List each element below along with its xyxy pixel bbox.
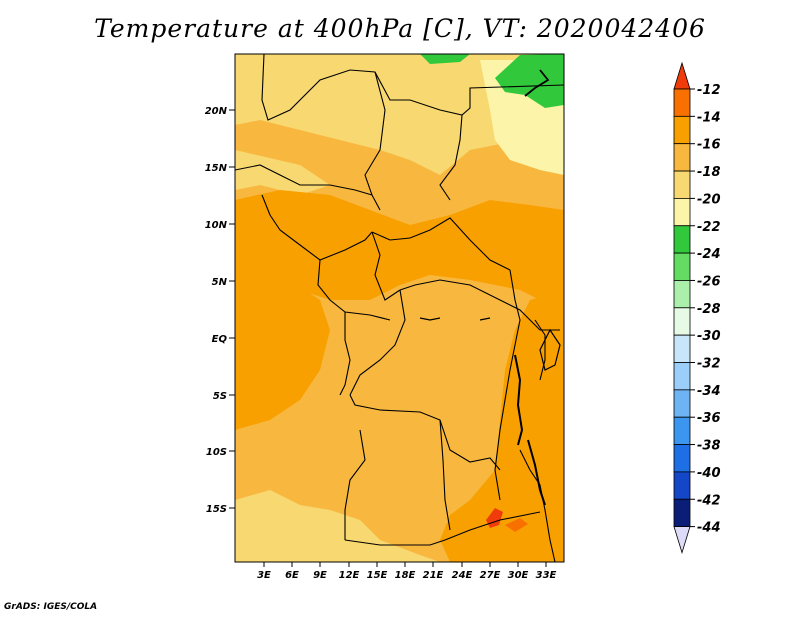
lat-label-15n: 15N <box>205 163 228 174</box>
colorbar-swatch <box>673 362 691 391</box>
colorbar-swatch <box>673 115 691 145</box>
colorbar-swatch <box>673 252 691 281</box>
colorbar-label: -20 <box>697 192 721 207</box>
lat-label-20n: 20N <box>205 106 228 117</box>
field-north-18-20 <box>235 54 564 175</box>
map-frame <box>234 53 565 563</box>
colorbar: -12 -14 -16 -18 -20 -22 -24 -26 -28 -30 -32 -34 -36 -… <box>673 61 721 554</box>
colorbar-label: -32 <box>697 357 721 372</box>
lon-label-3e: 3E <box>257 570 271 581</box>
chart-title: Temperature at 400hPa [C], VT: 202004240… <box>94 14 706 43</box>
field-red-spot-2 <box>505 518 528 532</box>
field-green-22-24 <box>495 54 564 108</box>
lat-label-5n: 5N <box>212 277 228 288</box>
field-middle-14-16 <box>235 190 564 300</box>
lon-label-9e: 9E <box>313 570 327 581</box>
colorbar-swatch <box>673 334 691 363</box>
colorbar-swatch <box>673 307 691 336</box>
lon-label-18e: 18E <box>395 570 416 581</box>
lat-label-eq: EQ <box>212 334 228 345</box>
lon-label-24e: 24E <box>452 570 473 581</box>
colorbar-swatch <box>673 498 691 528</box>
colorbar-label: -30 <box>697 329 721 344</box>
field-south-18-20 <box>235 490 440 562</box>
colorbar-swatch <box>673 444 691 473</box>
field-west-18-20 <box>235 150 330 195</box>
colorbar-top-arrow <box>673 61 691 90</box>
grads-credit: GrADS: IGES/COLA <box>4 602 98 612</box>
colorbar-swatch <box>673 389 691 418</box>
lat-label-15s: 15S <box>206 504 227 515</box>
colorbar-label: -28 <box>697 302 721 317</box>
colorbar-label: -34 <box>697 384 721 399</box>
colorbar-swatch <box>673 416 691 445</box>
lat-label-10n: 10N <box>205 220 228 231</box>
lon-label-12e: 12E <box>339 570 360 581</box>
colorbar-label: -40 <box>697 466 721 481</box>
colorbar-label: -22 <box>697 220 721 235</box>
colorbar-swatch <box>673 88 691 117</box>
colorbar-label: -44 <box>697 521 721 536</box>
colorbar-label: -24 <box>697 247 721 262</box>
colorbar-swatch <box>673 197 691 227</box>
temperature-field <box>235 54 564 562</box>
field-green-top <box>420 54 470 64</box>
lon-label-27e: 27E <box>480 570 501 581</box>
lat-label-10s: 10S <box>206 447 227 458</box>
colorbar-swatch <box>673 143 691 172</box>
colorbar-label: -18 <box>697 165 721 180</box>
lon-label-21e: 21E <box>423 570 444 581</box>
colorbar-swatch <box>673 225 691 254</box>
colorbar-label: -16 <box>697 138 721 153</box>
colorbar-label: -38 <box>697 439 721 454</box>
lon-label-30e: 30E <box>508 570 529 581</box>
latitude-axis <box>229 109 235 509</box>
colorbar-label: -36 <box>697 411 721 426</box>
lon-label-6e: 6E <box>285 570 299 581</box>
lat-label-5s: 5S <box>213 391 227 402</box>
field-east-14-16 <box>440 290 564 562</box>
lakes-and-coast <box>419 69 561 506</box>
lon-label-15e: 15E <box>367 570 388 581</box>
colorbar-label: -12 <box>697 83 721 98</box>
colorbar-label: -14 <box>697 110 721 125</box>
colorbar-label: -42 <box>697 493 721 508</box>
colorbar-bottom-arrow <box>673 526 691 554</box>
colorbar-label: -26 <box>697 274 721 289</box>
field-west-coast-14-16 <box>235 260 330 430</box>
colorbar-swatch <box>673 471 691 500</box>
colorbar-swatch <box>673 280 691 309</box>
longitude-axis <box>263 562 547 567</box>
colorbar-swatch <box>673 170 691 199</box>
lon-label-33e: 33E <box>536 570 557 581</box>
